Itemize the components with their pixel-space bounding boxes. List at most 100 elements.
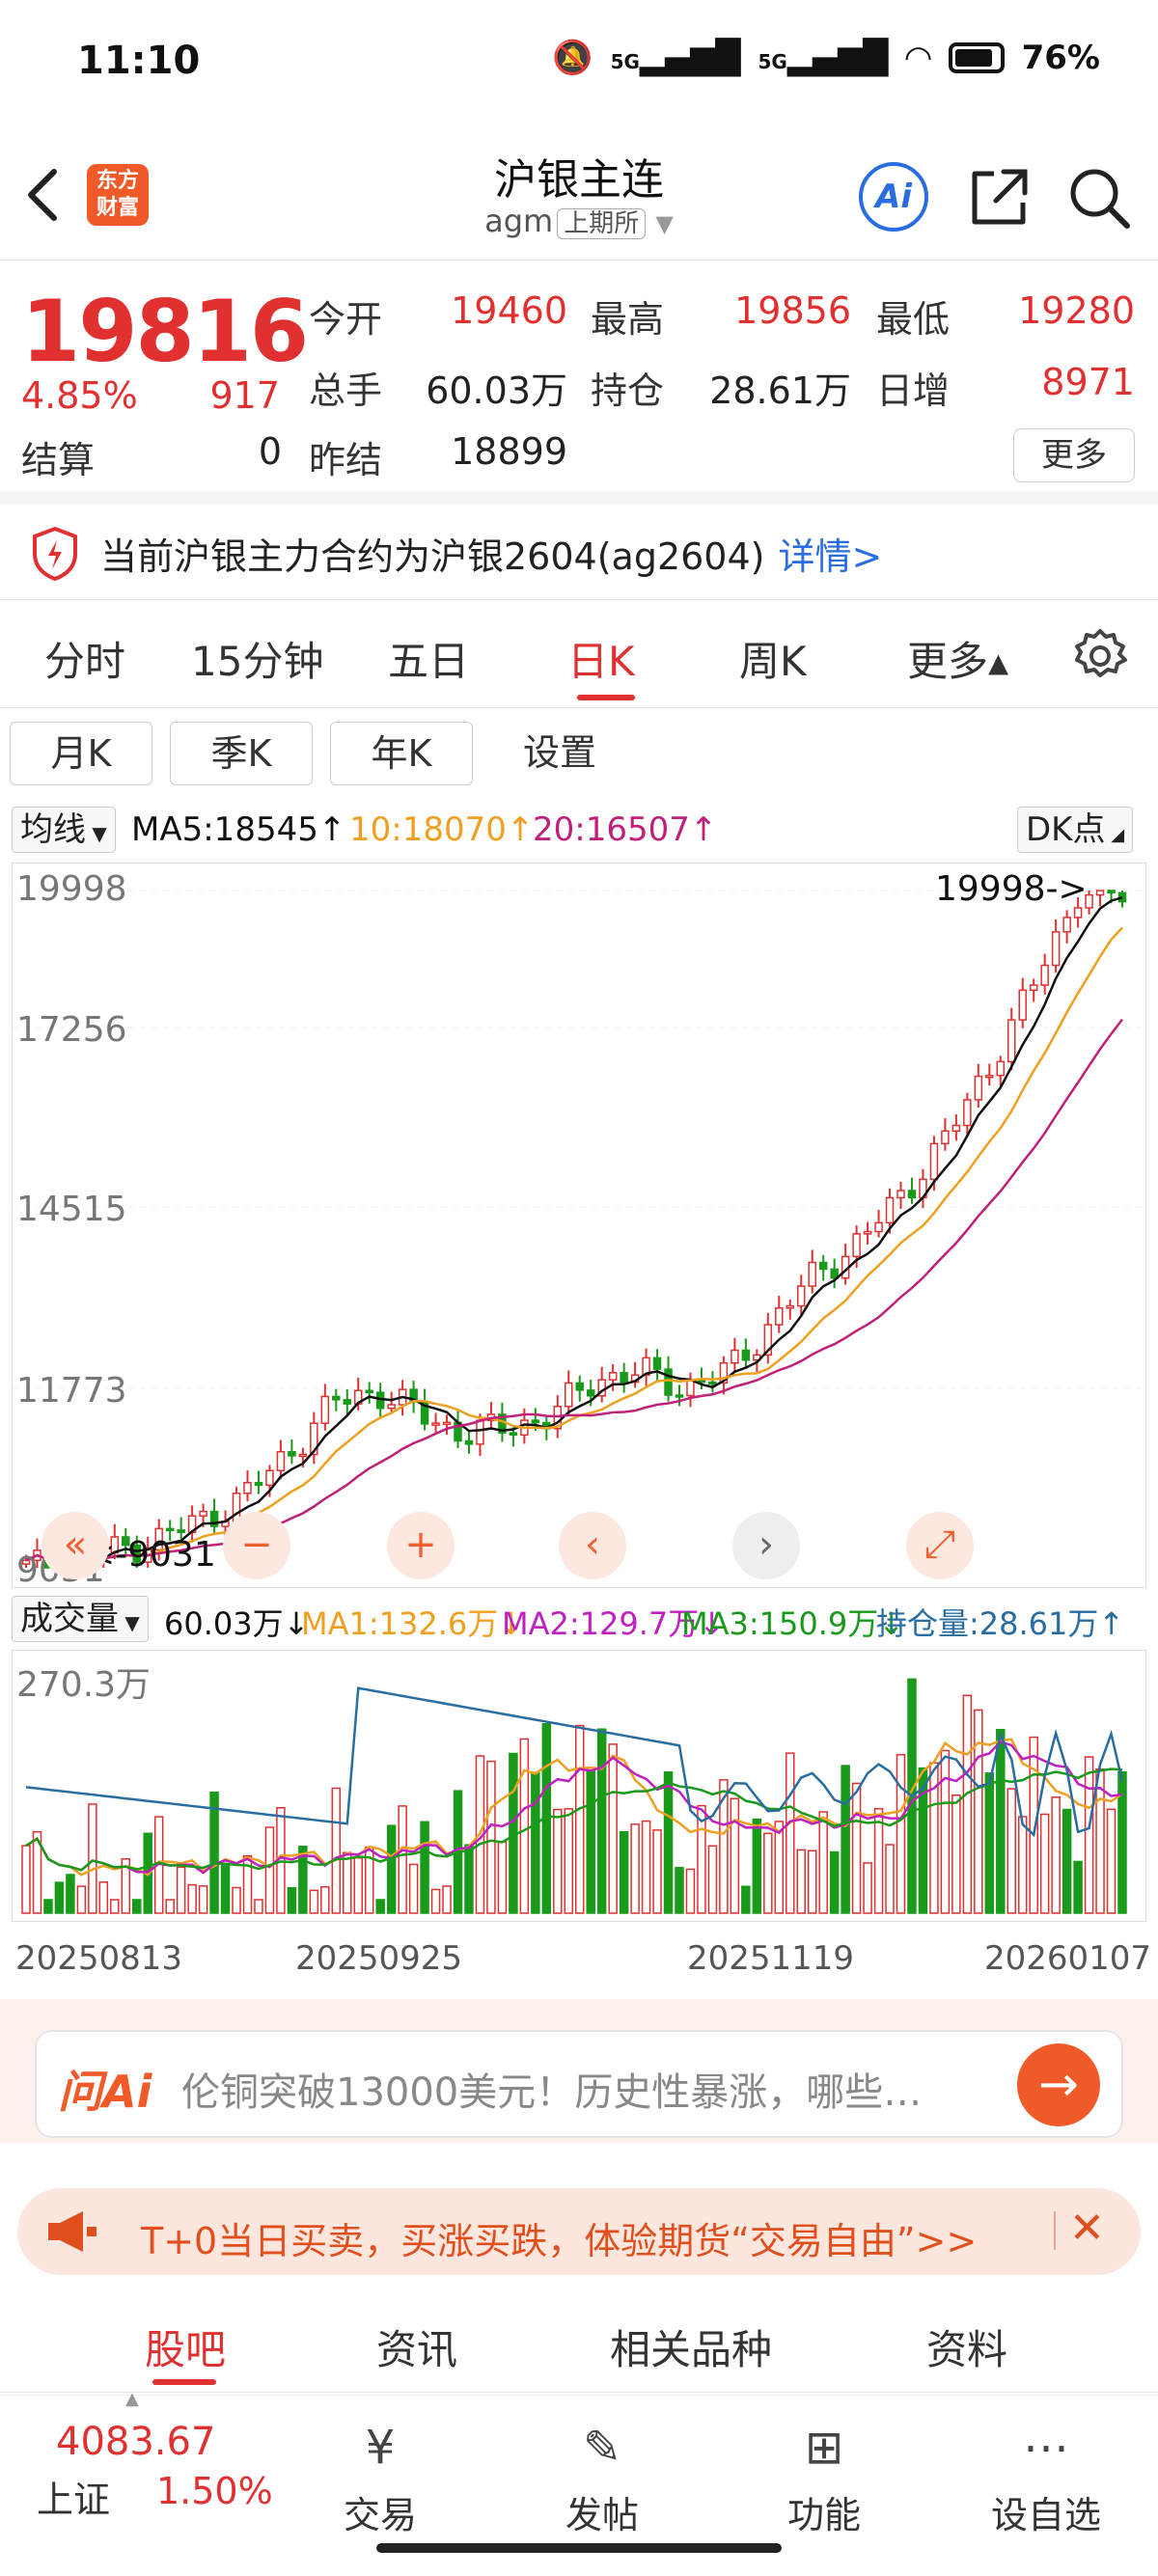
- candle: [1007, 1019, 1016, 1063]
- kline-svg: [13, 890, 1147, 1571]
- tab-more[interactable]: 更多▴: [907, 638, 1009, 685]
- vol-ma2-line: [25, 1740, 1123, 1875]
- candle: [708, 1381, 717, 1385]
- candle: [387, 1404, 396, 1410]
- ai-search-bar[interactable]: [35, 2030, 1123, 2138]
- daily-increase-value: 8971: [1041, 361, 1135, 403]
- notice-detail-link[interactable]: 详情>: [778, 535, 883, 578]
- back-icon[interactable]: [21, 166, 69, 224]
- code-text: agm: [484, 203, 554, 239]
- more-button[interactable]: 更多: [1013, 428, 1135, 482]
- volume-bar: [331, 1787, 342, 1914]
- volume-label: 总手: [309, 370, 383, 412]
- last-price: 19816: [21, 282, 309, 381]
- scroll-left-icon[interactable]: ‹: [559, 1512, 626, 1579]
- candle: [565, 1382, 573, 1408]
- nav-add-watchlist[interactable]: ⋯ 设自选: [979, 2414, 1114, 2538]
- volume-bar: [608, 1743, 618, 1914]
- volume-bar: [996, 1728, 1006, 1914]
- volume-y-label: 270.3万: [16, 1665, 152, 1705]
- candle: [209, 1510, 219, 1527]
- tab-15min[interactable]: 15分钟: [191, 638, 324, 685]
- candle: [509, 1432, 518, 1437]
- tab-info[interactable]: 资料: [926, 2326, 1008, 2373]
- search-icon[interactable]: [1065, 164, 1133, 232]
- candle: [343, 1399, 352, 1405]
- tab-weekly-k[interactable]: 周K: [739, 638, 807, 685]
- ma-selector[interactable]: 均线 ▼: [12, 807, 116, 853]
- ai-icon[interactable]: Ai: [859, 162, 928, 232]
- volume-bar: [630, 1823, 640, 1914]
- chevron-down-icon[interactable]: ▼: [655, 210, 674, 237]
- kline-chart[interactable]: 19998 17256 14515 11773 9031 19998-> <-9…: [12, 863, 1147, 1590]
- prev-settle-label: 昨结: [309, 439, 383, 481]
- ai-search-text[interactable]: 伦铜突破13000美元！历史性暴涨，哪些…: [181, 2070, 923, 2115]
- volume-bar: [1029, 1736, 1038, 1914]
- chart-settings-button[interactable]: 设置: [523, 731, 597, 774]
- month-k-button[interactable]: 月K: [10, 722, 152, 785]
- volume-bar: [786, 1752, 795, 1914]
- zoom-in-icon[interactable]: +: [387, 1512, 455, 1579]
- candle: [830, 1268, 839, 1279]
- quote-panel: 19816 4.85% 917 结算 0 今开 19460 最高 19856 最…: [0, 262, 1158, 504]
- volume-bar: [863, 1862, 872, 1914]
- tab-intraday[interactable]: 分时: [44, 638, 126, 685]
- settle-value: 0: [258, 430, 282, 473]
- nav-trade[interactable]: ¥ 交易: [313, 2414, 448, 2538]
- fullscreen-icon[interactable]: ⤢: [906, 1512, 974, 1579]
- volume-selector[interactable]: 成交量 ▼: [12, 1596, 149, 1642]
- ma10-legend: 10:18070↑: [349, 810, 535, 849]
- dk-point-button[interactable]: DK点 ◢: [1017, 807, 1134, 853]
- candle: [796, 1285, 806, 1307]
- ma5-line: [25, 896, 1123, 1563]
- close-icon[interactable]: ✕: [1069, 2204, 1105, 2253]
- volume-bar: [873, 1807, 884, 1914]
- volume-bar: [187, 1883, 197, 1914]
- gear-icon[interactable]: [1071, 627, 1129, 685]
- low-value: 19280: [1018, 289, 1135, 332]
- volume-bar: [962, 1694, 973, 1914]
- share-icon[interactable]: [965, 164, 1033, 232]
- volume-bar: [885, 1844, 895, 1914]
- open-label: 今开: [309, 298, 383, 341]
- arrow-right-icon[interactable]: →: [1017, 2043, 1100, 2126]
- double-left-icon[interactable]: «: [41, 1512, 109, 1579]
- volume-bar: [818, 1811, 828, 1914]
- volume-bar: [763, 1832, 773, 1914]
- candle: [1085, 893, 1093, 909]
- promo-text[interactable]: T+0当日买卖，买涨买跌，体验期货“交易自由”>>: [141, 2220, 978, 2262]
- candle: [786, 1304, 795, 1309]
- tab-daily-k[interactable]: 日K: [567, 638, 635, 685]
- volume-value: 60.03万: [426, 370, 567, 412]
- volume-bar: [131, 1899, 142, 1914]
- promo-banner[interactable]: [17, 2188, 1141, 2275]
- volume-bar: [430, 1888, 441, 1914]
- quarter-k-button[interactable]: 季K: [170, 722, 313, 785]
- nav-post[interactable]: ✎ 发帖: [535, 2414, 670, 2538]
- exchange-badge: 上期所: [557, 208, 647, 239]
- volume-bar: [752, 1818, 762, 1914]
- year-k-button[interactable]: 年K: [330, 722, 473, 785]
- tab-5day[interactable]: 五日: [388, 638, 470, 685]
- index-value[interactable]: 4083.67: [56, 2420, 216, 2464]
- volume-bar: [220, 1865, 231, 1914]
- volume-bar: [176, 1866, 186, 1914]
- tab-forum[interactable]: 股吧: [145, 2326, 227, 2373]
- zoom-out-icon[interactable]: −: [223, 1512, 290, 1579]
- candle: [132, 1544, 141, 1563]
- candle: [996, 1060, 1006, 1077]
- volume-bar: [209, 1791, 219, 1914]
- candle: [929, 1142, 939, 1181]
- tab-news[interactable]: 资讯: [376, 2326, 458, 2373]
- scroll-right-icon[interactable]: ›: [732, 1512, 800, 1579]
- notice-bar[interactable]: 当前沪银主力合约为沪银2604(ag2604) 详情>: [0, 504, 1158, 600]
- open-value: 19460: [451, 289, 567, 332]
- candle: [276, 1450, 286, 1471]
- candle: [608, 1372, 618, 1381]
- nav-functions[interactable]: ⊞ 功能: [757, 2414, 892, 2538]
- volume-chart[interactable]: 270.3万: [12, 1650, 1146, 1922]
- volume-bar: [198, 1885, 208, 1914]
- candle: [664, 1368, 673, 1396]
- tab-related[interactable]: 相关品种: [610, 2326, 773, 2373]
- candle: [122, 1536, 130, 1547]
